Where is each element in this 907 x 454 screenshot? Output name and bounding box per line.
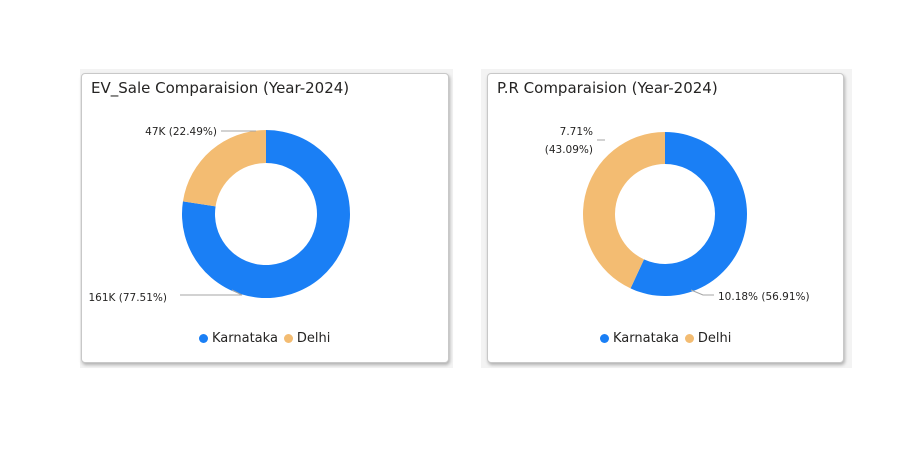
legend-swatch-karnataka (199, 334, 208, 343)
ev-sale-chart-card: EV_Sale Comparaision (Year-2024) 47K (22… (81, 73, 449, 363)
chart-title: P.R Comparaision (Year-2024) (497, 79, 718, 97)
pr-chart-card: P.R Comparaision (Year-2024) 7.71% (43.0… (487, 73, 844, 363)
legend-item-delhi[interactable]: Delhi (684, 331, 732, 346)
legend-label: Delhi (697, 331, 732, 346)
legend-item-delhi[interactable]: Delhi (283, 331, 331, 346)
data-label-karnataka: 161K (77.51%) (89, 292, 168, 304)
legend: Karnataka Delhi (600, 331, 737, 346)
pr-donut-chart: 7.71% (43.09%) 10.18% (56.91%) (545, 126, 810, 303)
legend-item-karnataka[interactable]: Karnataka (199, 331, 278, 346)
legend-label: Karnataka (212, 331, 278, 346)
legend-label: Karnataka (613, 331, 679, 346)
slice-karnataka[interactable] (630, 132, 747, 296)
slice-karnataka[interactable] (182, 130, 350, 298)
slice-delhi[interactable] (583, 132, 665, 289)
data-label-delhi-percent: (43.09%) (545, 144, 593, 156)
legend-swatch-delhi (283, 334, 293, 343)
ev-sale-donut-chart: 47K (22.49%) 161K (77.51%) (89, 126, 350, 304)
legend-swatch-delhi (684, 334, 694, 343)
data-label-delhi-value: 7.71% (560, 126, 593, 138)
legend: Karnataka Delhi (199, 331, 336, 346)
data-label-delhi: 47K (22.49%) (145, 126, 217, 138)
leader-line-karnataka (180, 289, 243, 296)
slice-delhi[interactable] (182, 130, 266, 207)
legend-swatch-karnataka (600, 334, 609, 343)
leader-line-karnataka (690, 289, 714, 296)
legend-item-karnataka[interactable]: Karnataka (600, 331, 679, 346)
data-label-karnataka: 10.18% (56.91%) (718, 291, 810, 303)
legend-label: Delhi (296, 331, 331, 346)
chart-title: EV_Sale Comparaision (Year-2024) (91, 79, 350, 97)
